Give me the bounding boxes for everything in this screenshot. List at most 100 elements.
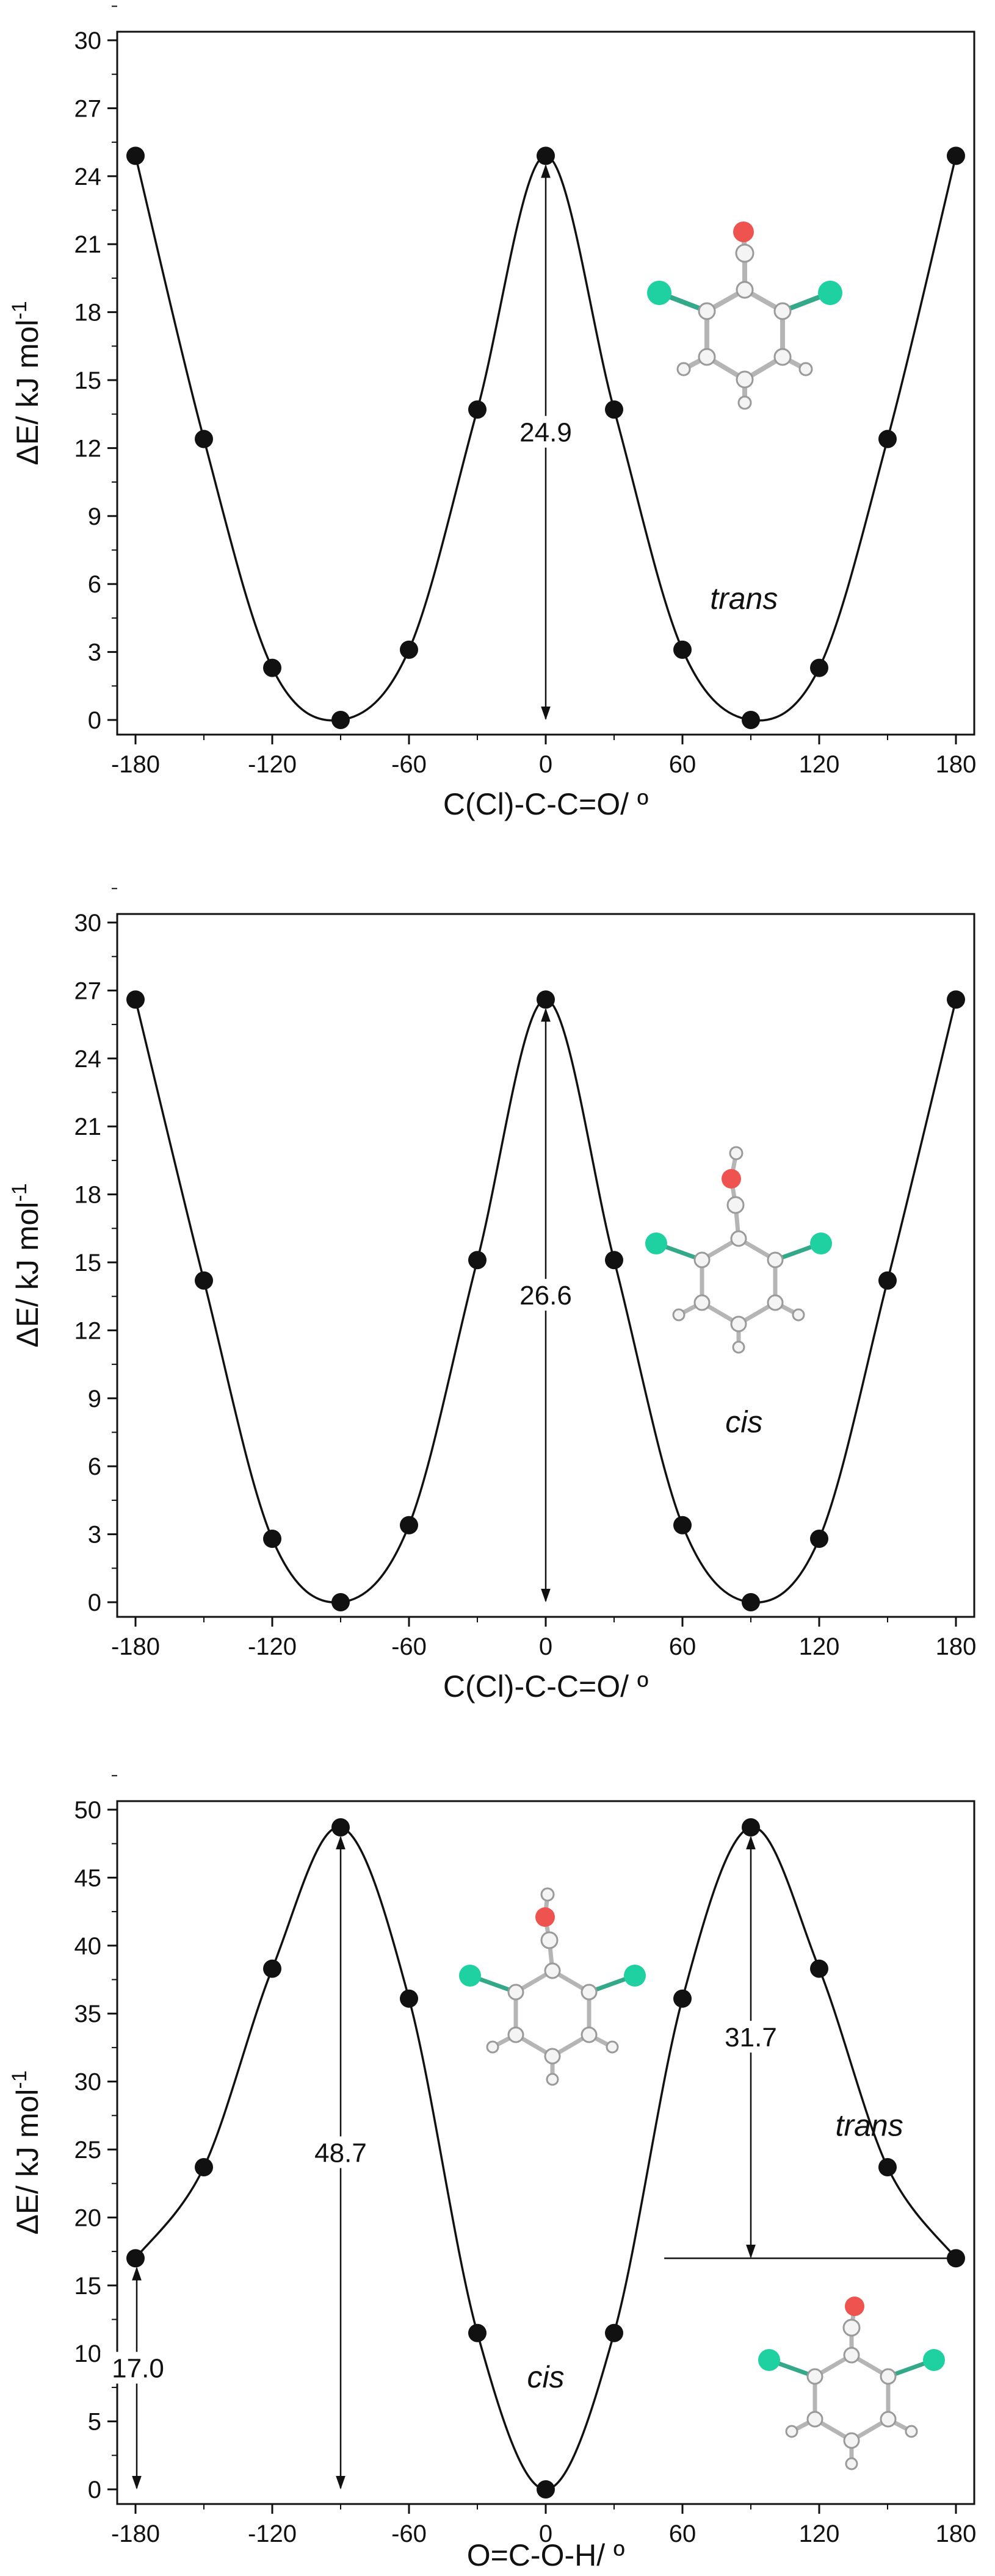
- data-point: [673, 1989, 692, 2008]
- x-tick-label: -120: [248, 2520, 297, 2547]
- x-tick-label: -180: [111, 751, 160, 778]
- data-point: [605, 1251, 623, 1270]
- data-point: [878, 2157, 897, 2176]
- data-point: [400, 1516, 418, 1534]
- y-axis-label: ΔE/ kJ mol-1: [8, 2070, 45, 2234]
- data-point: [742, 1818, 760, 1837]
- y-tick-label: 9: [88, 503, 101, 530]
- x-tick-label: 60: [669, 2520, 696, 2547]
- y-tick-label: 20: [74, 2204, 102, 2231]
- data-point: [195, 1271, 213, 1290]
- data-point: [810, 658, 828, 677]
- arrow-annotation-label: 31.7: [725, 2023, 777, 2053]
- 2,6-dichlorobenzaldehyde-icon: [647, 221, 842, 410]
- x-tick-label: 180: [936, 1633, 977, 1660]
- y-tick-label: 30: [74, 910, 102, 937]
- x-axis-label: O=C-O-H/ º: [467, 2538, 625, 2572]
- y-tick-label: 12: [74, 1317, 102, 1344]
- 2,6-dichlorobenzoic-acid-trans-icon: [758, 2297, 945, 2470]
- data-point: [263, 658, 281, 677]
- x-tick-label: 180: [936, 2520, 977, 2547]
- data-point: [947, 146, 965, 165]
- arrow-annotation-label: 26.6: [519, 1281, 572, 1311]
- y-axis-label: ΔE/ kJ mol-1: [8, 1183, 45, 1347]
- data-point: [331, 1818, 350, 1837]
- data-point: [810, 1959, 828, 1978]
- data-points: [126, 990, 965, 1611]
- y-tick-label: 12: [74, 435, 102, 462]
- x-tick-label: 120: [799, 1633, 840, 1660]
- y-tick-label: 50: [74, 1797, 102, 1824]
- data-points: [126, 146, 965, 729]
- 2,6-dichlorobenzoic-acid-cis-icon: [459, 1887, 646, 2086]
- data-point: [263, 1959, 281, 1978]
- y-ticks: 0 3 6 9 12 15 18 21 24 27 30: [74, 888, 117, 1616]
- data-point: [126, 146, 145, 165]
- y-tick-label: 45: [74, 1865, 102, 1891]
- conformer-label: cis: [527, 2360, 564, 2394]
- x-ticks: -180 -120 -60 0 60 120 180: [111, 1617, 976, 1660]
- data-point: [126, 990, 145, 1009]
- y-ticks: 0 3 6 9 12 15 18 21 24 27 30: [74, 5, 117, 734]
- x-tick-label: 60: [669, 1633, 696, 1660]
- y-tick-label: 24: [74, 1046, 102, 1073]
- y-tick-label: 0: [88, 1589, 101, 1616]
- data-point: [605, 2323, 623, 2342]
- y-tick-label: 15: [74, 2273, 102, 2300]
- data-point: [331, 711, 350, 729]
- data-point: [400, 1989, 418, 2008]
- y-tick-label: 6: [88, 571, 101, 598]
- y-tick-label: 24: [74, 164, 102, 190]
- arrow-annotation-label: 48.7: [314, 2138, 367, 2168]
- x-tick-label: 0: [539, 751, 552, 778]
- y-tick-label: 15: [74, 367, 102, 394]
- data-point: [673, 1516, 692, 1534]
- y-tick-label: 3: [88, 639, 101, 666]
- arrow-annotation-label: 17.0: [112, 2354, 164, 2384]
- data-point: [673, 640, 692, 659]
- data-point: [468, 400, 487, 419]
- data-point: [537, 990, 555, 1009]
- y-tick-label: 40: [74, 1933, 102, 1960]
- annotations: 24.9 trans: [509, 164, 778, 721]
- y-tick-label: 30: [74, 2069, 102, 2096]
- x-tick-label: 60: [669, 751, 696, 778]
- x-tick-label: 120: [799, 2520, 840, 2547]
- conformer-label: cis: [725, 1405, 762, 1439]
- annotations: 26.6 cis: [509, 1008, 762, 1603]
- data-point: [468, 1251, 487, 1270]
- data-point: [195, 430, 213, 448]
- y-tick-label: 30: [74, 27, 102, 54]
- 2,6-dichlorobenzoic-acid-icon: [645, 1146, 832, 1354]
- conformer-label: trans: [710, 581, 778, 616]
- x-tick-label: -120: [248, 1633, 297, 1660]
- y-tick-label: 27: [74, 977, 102, 1004]
- data-points: [126, 1818, 965, 2499]
- x-tick-label: 0: [539, 1633, 552, 1660]
- y-tick-label: 18: [74, 300, 102, 326]
- data-point: [810, 1530, 828, 1549]
- panel-3: 0 5 10 15 20 25 30 35 40 45 50 -180 -120 -60 0 60 120 18…: [8, 1775, 976, 2572]
- data-point: [742, 1593, 760, 1611]
- data-point: [195, 2157, 213, 2176]
- y-tick-label: 18: [74, 1182, 102, 1209]
- data-point: [947, 990, 965, 1009]
- data-point: [331, 1593, 350, 1611]
- x-ticks: -180 -120 -60 0 60 120 180: [111, 735, 976, 778]
- data-point: [605, 400, 623, 419]
- y-tick-label: 25: [74, 2137, 102, 2164]
- x-tick-label: 0: [539, 2520, 552, 2547]
- x-axis-label: C(Cl)-C-C=O/ º: [443, 1669, 648, 1704]
- x-tick-label: 120: [799, 751, 840, 778]
- data-point: [537, 146, 555, 165]
- data-point: [742, 711, 760, 729]
- y-tick-label: 0: [88, 707, 101, 734]
- conformer-label: trans: [836, 2109, 903, 2143]
- x-tick-label: -60: [391, 751, 427, 778]
- arrow-annotation-label: 24.9: [519, 418, 572, 448]
- annotations: 17.0 48.7 31.7 cis trans: [100, 1835, 956, 2490]
- x-tick-label: 180: [936, 751, 977, 778]
